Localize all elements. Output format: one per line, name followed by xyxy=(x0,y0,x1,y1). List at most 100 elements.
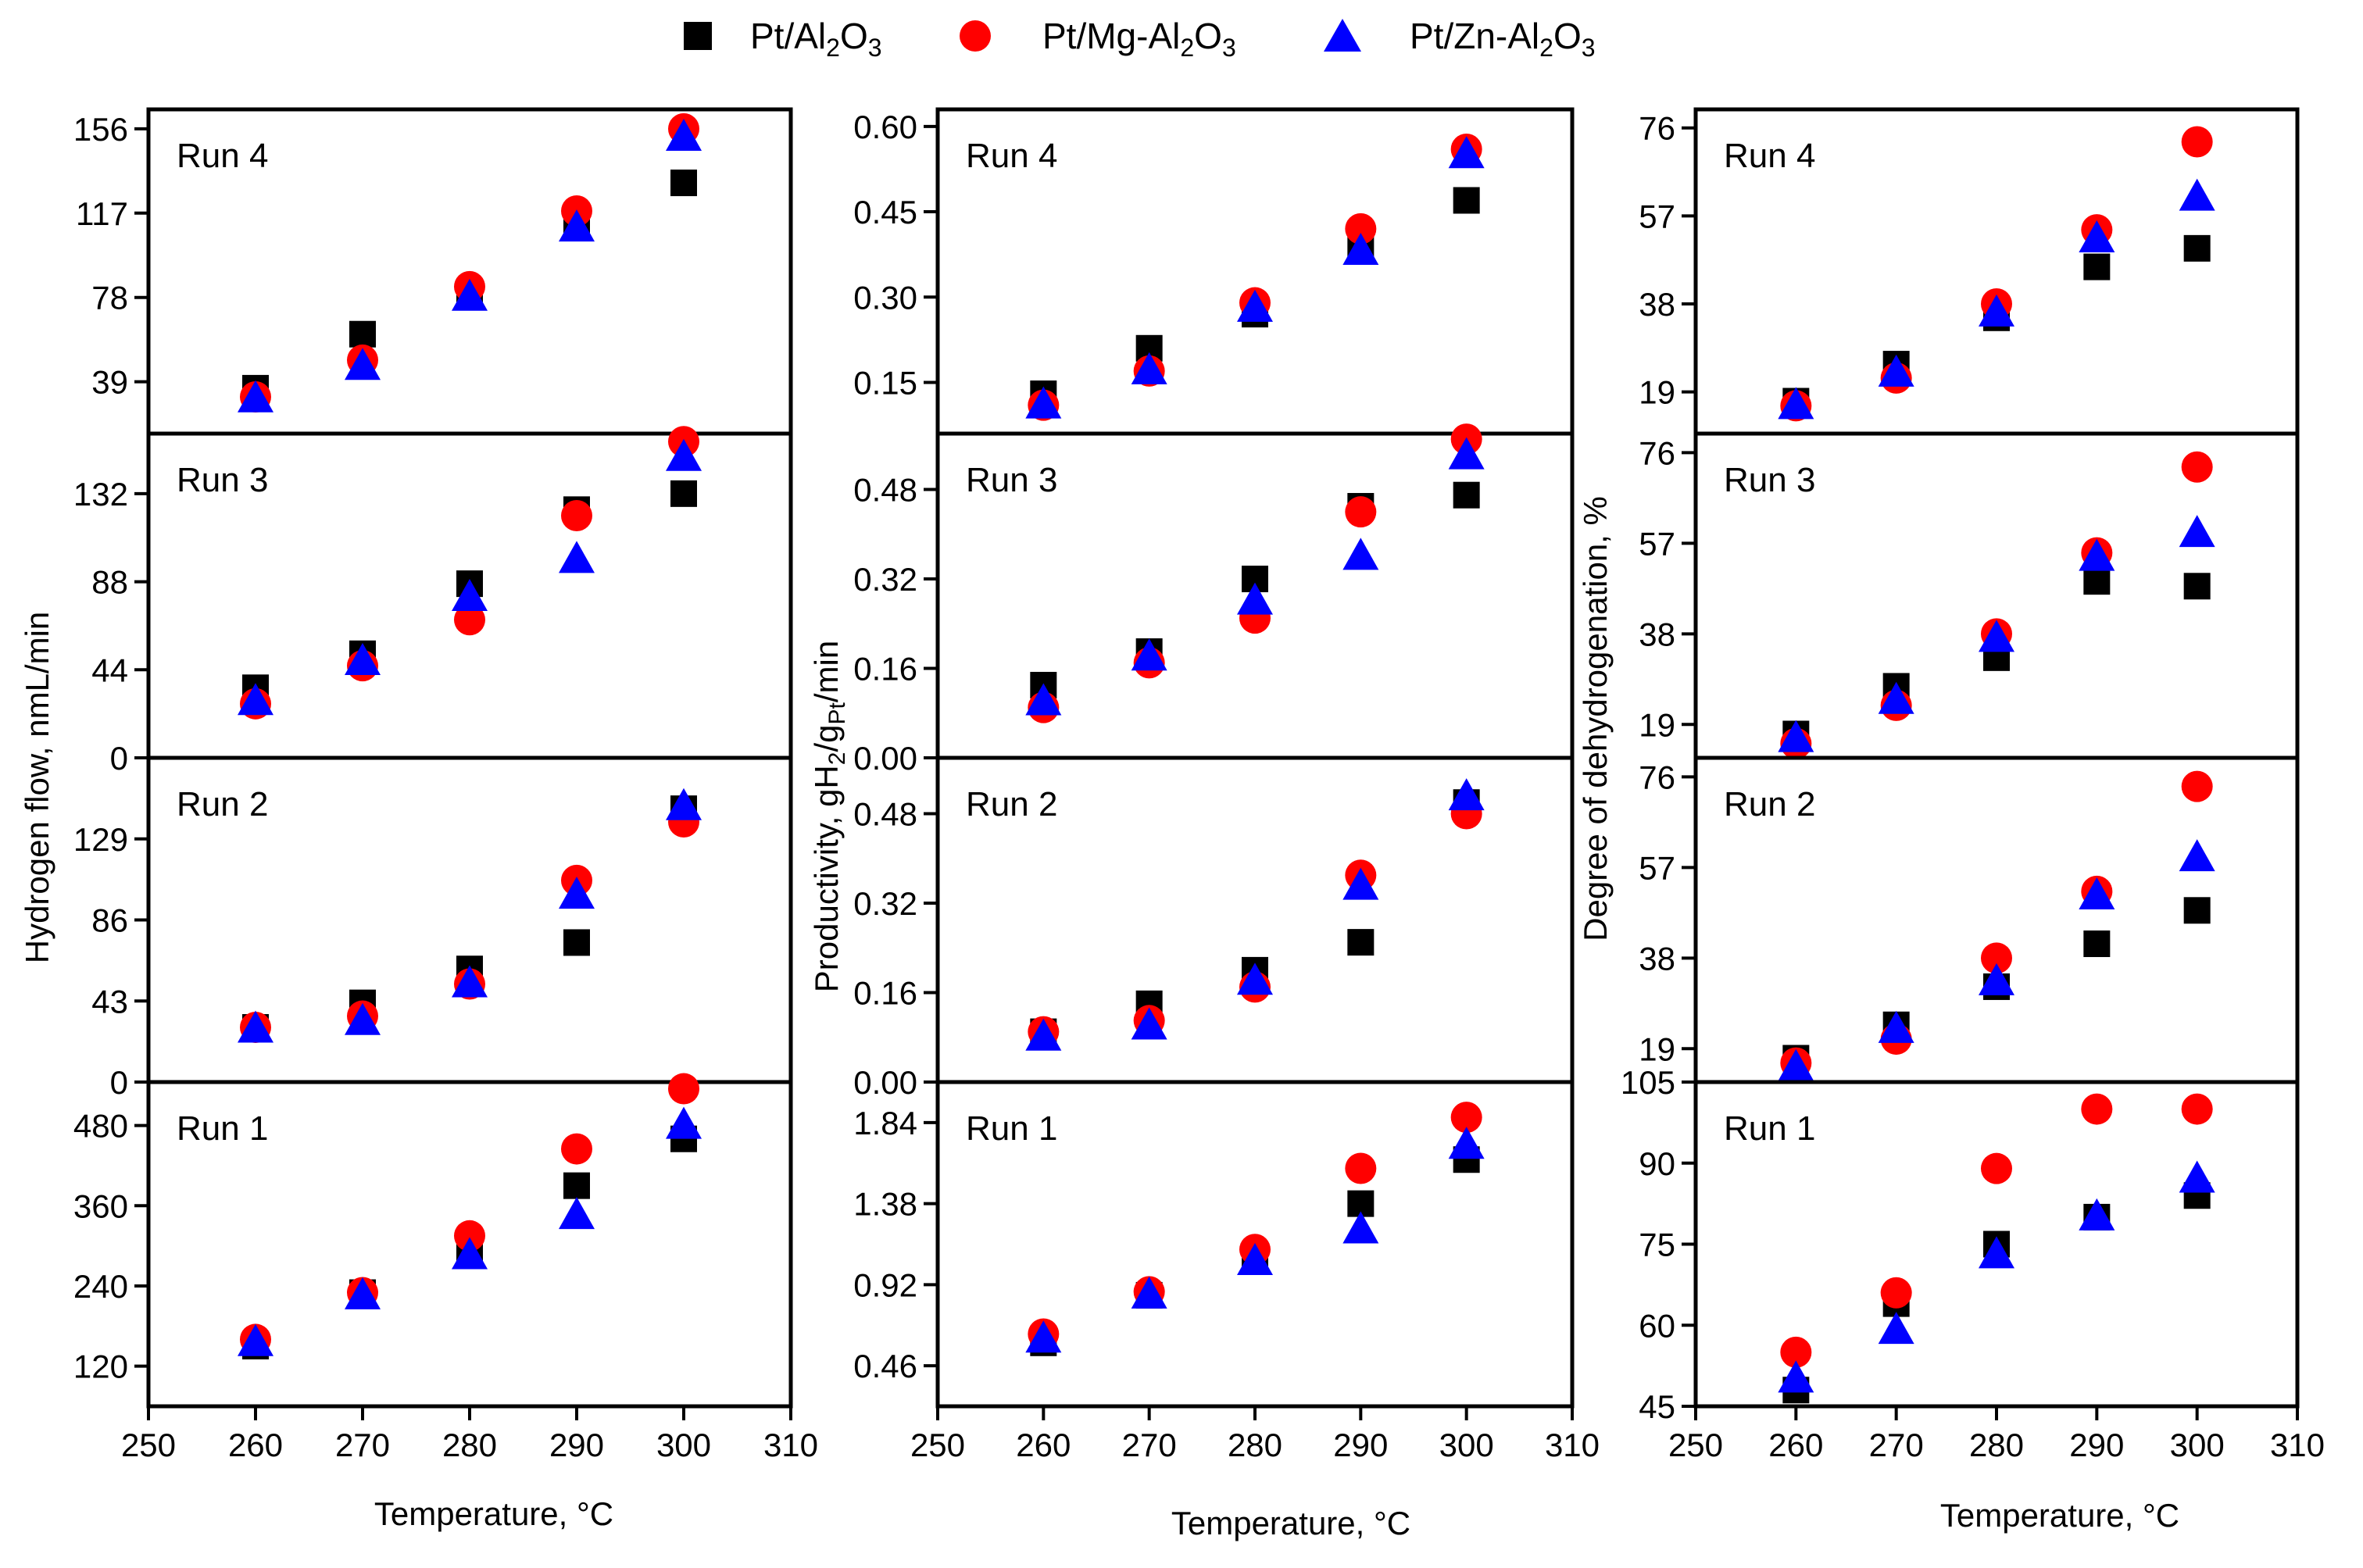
point-pt-mg-al2o3 xyxy=(1345,496,1377,528)
point-pt-zn-al2o3 xyxy=(1025,1018,1062,1051)
point-pt-zn-al2o3 xyxy=(345,1002,381,1035)
x-tick-label: 310 xyxy=(2270,1427,2325,1463)
point-pt-zn-al2o3 xyxy=(1448,1127,1485,1159)
legend-marker-triangle xyxy=(1324,19,1361,52)
point-pt-zn-al2o3 xyxy=(1778,1048,1814,1081)
point-pt-zn-al2o3 xyxy=(1025,1320,1062,1353)
y-tick-label: 0.16 xyxy=(853,651,917,688)
point-pt-mg-al2o3 xyxy=(454,1220,485,1252)
y-tick-label: 120 xyxy=(73,1348,128,1385)
panel-col2-row1: 19 38 57 76 Run 3 xyxy=(1639,431,2300,760)
x-tick-label: 250 xyxy=(121,1427,176,1463)
y-tick-label: 0.32 xyxy=(853,885,917,922)
point-pt-zn-al2o3 xyxy=(1342,233,1379,266)
point-pt-zn-al2o3 xyxy=(1979,1236,2014,1269)
point-pt-zn-al2o3 xyxy=(1131,352,1167,384)
y-tick-label: 0.92 xyxy=(853,1266,917,1303)
point-pt-zn-al2o3 xyxy=(666,788,702,820)
point-pt-mg-al2o3 xyxy=(1780,1336,1812,1368)
y-tick-label: 45 xyxy=(1639,1388,1675,1425)
y-tick-label: 0.48 xyxy=(853,796,917,833)
point-pt-zn-al2o3 xyxy=(1448,136,1485,169)
y-tick-label: 57 xyxy=(1639,198,1675,234)
point-pt-zn-al2o3 xyxy=(2179,178,2215,211)
x-tick-label: 310 xyxy=(763,1427,818,1463)
x-tick-label: 300 xyxy=(656,1427,711,1463)
x-tick-label: 300 xyxy=(1439,1427,1494,1463)
legend-label-pt-al2o3: Pt/Al2O3 xyxy=(750,16,882,62)
legend-marker-circle xyxy=(960,20,991,52)
point-pt-al2o3 xyxy=(563,1172,590,1199)
point-pt-zn-al2o3 xyxy=(238,380,273,413)
point-pt-zn-al2o3 xyxy=(1131,1007,1167,1040)
point-pt-al2o3 xyxy=(670,170,697,197)
panel-label: Run 1 xyxy=(177,1109,268,1148)
panel-col2-row2: 19 38 57 76 Run 2 xyxy=(1639,755,2300,1084)
point-pt-al2o3 xyxy=(1453,187,1480,214)
point-pt-zn-al2o3 xyxy=(559,541,595,573)
point-pt-mg-al2o3 xyxy=(2181,1093,2213,1125)
point-pt-al2o3 xyxy=(2083,930,2111,958)
point-pt-mg-al2o3 xyxy=(1345,213,1377,245)
y-tick-label: 19 xyxy=(1639,374,1675,411)
point-pt-zn-al2o3 xyxy=(1878,681,1914,714)
point-pt-zn-al2o3 xyxy=(2179,1160,2215,1193)
y-tick-label: 0.15 xyxy=(853,364,917,401)
point-pt-zn-al2o3 xyxy=(1979,294,2014,327)
point-pt-zn-al2o3 xyxy=(1342,1211,1379,1244)
y-tick-label: 43 xyxy=(91,983,128,1020)
point-pt-mg-al2o3 xyxy=(561,500,592,532)
point-pt-zn-al2o3 xyxy=(559,209,595,242)
point-pt-mg-al2o3 xyxy=(2181,451,2213,483)
x-tick-label: 250 xyxy=(1668,1427,1723,1463)
point-pt-zn-al2o3 xyxy=(1448,437,1485,470)
panel-col0-row3: 120 240 360 480 250 260 270 280 290 300 310 Run 1 xyxy=(73,1073,818,1463)
x-tick-label: 290 xyxy=(2069,1427,2124,1463)
y-tick-label: 0.30 xyxy=(853,279,917,316)
point-pt-mg-al2o3 xyxy=(2181,770,2213,802)
x-tick-label: 280 xyxy=(442,1427,497,1463)
y-tick-label: 0.00 xyxy=(853,1064,917,1101)
point-pt-zn-al2o3 xyxy=(452,278,488,311)
y-tick-label: 38 xyxy=(1639,286,1675,323)
point-pt-zn-al2o3 xyxy=(1979,963,2014,995)
y-tick-label: 44 xyxy=(91,652,128,688)
point-pt-zn-al2o3 xyxy=(1878,1312,1914,1345)
y-tick-label: 105 xyxy=(1621,1064,1675,1101)
ylabel-hydrogen-flow: Hydrogen flow, nmL/min xyxy=(19,612,55,964)
point-pt-mg-al2o3 xyxy=(1981,1152,2012,1184)
point-pt-zn-al2o3 xyxy=(1979,620,2014,652)
point-pt-al2o3 xyxy=(563,929,590,956)
point-pt-zn-al2o3 xyxy=(2079,877,2115,909)
point-pt-zn-al2o3 xyxy=(666,438,702,471)
xlabel-productivity: Temperature, °C xyxy=(1171,1505,1410,1541)
panel-label: Run 2 xyxy=(177,785,268,823)
panel-label: Run 3 xyxy=(966,461,1057,499)
panels: 39 117 78 156 Run 4 0 44 88 132 Run 3 0 43 86 129 Run … xyxy=(73,107,2325,1463)
point-pt-zn-al2o3 xyxy=(2179,839,2215,872)
point-pt-mg-al2o3 xyxy=(2181,126,2213,158)
panel-label: Run 4 xyxy=(966,137,1057,175)
point-pt-zn-al2o3 xyxy=(1448,778,1485,811)
panel-label: Run 1 xyxy=(966,1109,1057,1148)
point-pt-al2o3 xyxy=(2083,253,2111,280)
point-pt-mg-al2o3 xyxy=(1880,1277,1912,1309)
y-tick-label: 0.46 xyxy=(853,1348,917,1384)
point-pt-mg-al2o3 xyxy=(454,604,485,636)
point-pt-zn-al2o3 xyxy=(1778,1360,1814,1393)
point-pt-zn-al2o3 xyxy=(1131,638,1167,671)
y-tick-label: 360 xyxy=(73,1188,128,1224)
y-tick-label: 57 xyxy=(1639,849,1675,886)
point-pt-zn-al2o3 xyxy=(345,348,381,380)
point-pt-zn-al2o3 xyxy=(1878,354,1914,387)
y-tick-label: 156 xyxy=(73,111,128,148)
xlabel-degree: Temperature, °C xyxy=(1940,1497,2179,1534)
point-pt-zn-al2o3 xyxy=(2079,220,2115,252)
point-pt-al2o3 xyxy=(349,320,376,348)
legend-label-pt-zn-al2o3: Pt/Zn-Al2O3 xyxy=(1410,16,1596,62)
y-tick-label: 76 xyxy=(1639,110,1675,147)
y-tick-label: 1.84 xyxy=(853,1105,917,1141)
y-tick-label: 0.60 xyxy=(853,109,917,145)
legend-entry-pt-al2o3: Pt/Al2O3 xyxy=(684,16,882,62)
point-pt-mg-al2o3 xyxy=(561,1133,592,1165)
